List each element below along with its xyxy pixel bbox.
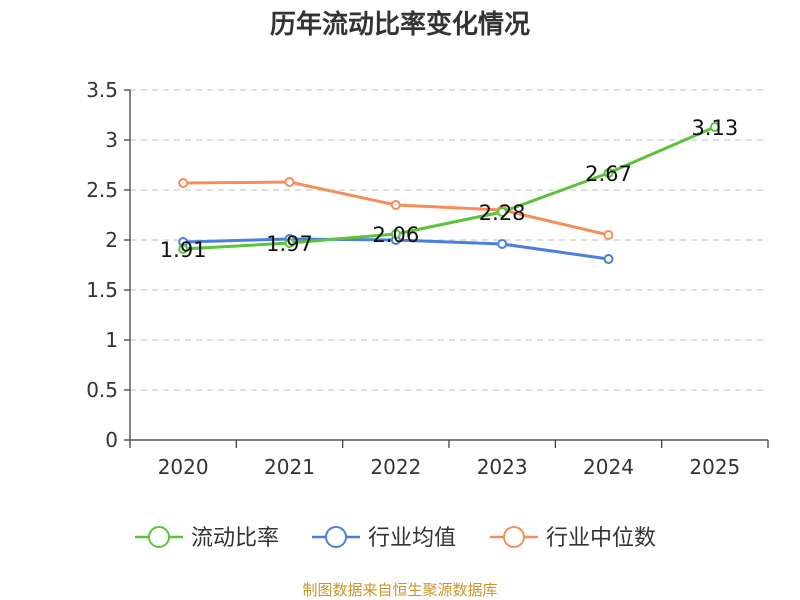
axes: 0 0.5 1 1.5 2 2.5 3 3.5 2020 2021 2022 2023 2024 2025 — [86, 78, 769, 479]
data-point — [497, 207, 508, 217]
x-tick-label: 2024 — [583, 455, 634, 479]
legend-item-label[interactable]: 流动比率 — [191, 526, 279, 551]
x-tick-label: 2022 — [370, 455, 421, 479]
data-label: 1.97 — [266, 232, 313, 256]
data-point — [178, 178, 189, 188]
data-point — [603, 254, 614, 264]
data-label: 3.13 — [691, 116, 738, 140]
x-tick-label: 2025 — [689, 455, 740, 479]
y-tick-label: 0 — [105, 428, 118, 452]
data-point — [390, 200, 401, 210]
y-tick-label: 1.5 — [86, 278, 118, 302]
legend-item-label[interactable]: 行业均值 — [368, 526, 456, 551]
y-tick-label: 2.5 — [86, 178, 118, 202]
data-label: 1.91 — [160, 238, 207, 262]
data-point — [390, 229, 401, 239]
legend-swatch-marker[interactable] — [325, 526, 347, 548]
legend[interactable]: 流动比率 行业均值 行业中位数 — [135, 526, 656, 551]
data-label: 2.06 — [372, 223, 419, 247]
data-point — [284, 177, 295, 187]
x-tick-label: 2021 — [264, 455, 315, 479]
y-tick-label: 0.5 — [86, 378, 118, 402]
y-tick-label: 2 — [105, 228, 118, 252]
data-point — [178, 244, 189, 254]
grid — [130, 89, 768, 391]
x-tick-label: 2023 — [477, 455, 528, 479]
legend-swatch-marker[interactable] — [148, 526, 170, 548]
x-tick-label: 2020 — [158, 455, 209, 479]
y-tick-label: 3 — [105, 128, 118, 152]
data-label: 2.67 — [585, 162, 632, 186]
y-tick-label: 1 — [105, 328, 118, 352]
data-point — [497, 239, 508, 249]
chart-title: 历年流动比率变化情况 — [270, 9, 530, 40]
data-point — [603, 168, 614, 178]
series — [178, 122, 720, 264]
y-tick-label: 3.5 — [86, 78, 118, 102]
series-line-0 — [183, 125, 716, 251]
data-labels: 1.91 1.97 2.06 2.28 2.67 3.13 — [160, 116, 738, 262]
legend-item-label[interactable]: 行业中位数 — [546, 526, 656, 551]
data-point — [284, 238, 295, 248]
data-point — [709, 122, 720, 132]
source-note: 制图数据来自恒生聚源数据库 — [302, 581, 497, 599]
legend-swatch-marker[interactable] — [503, 526, 525, 548]
data-point — [603, 230, 614, 240]
data-label: 2.28 — [479, 201, 526, 225]
